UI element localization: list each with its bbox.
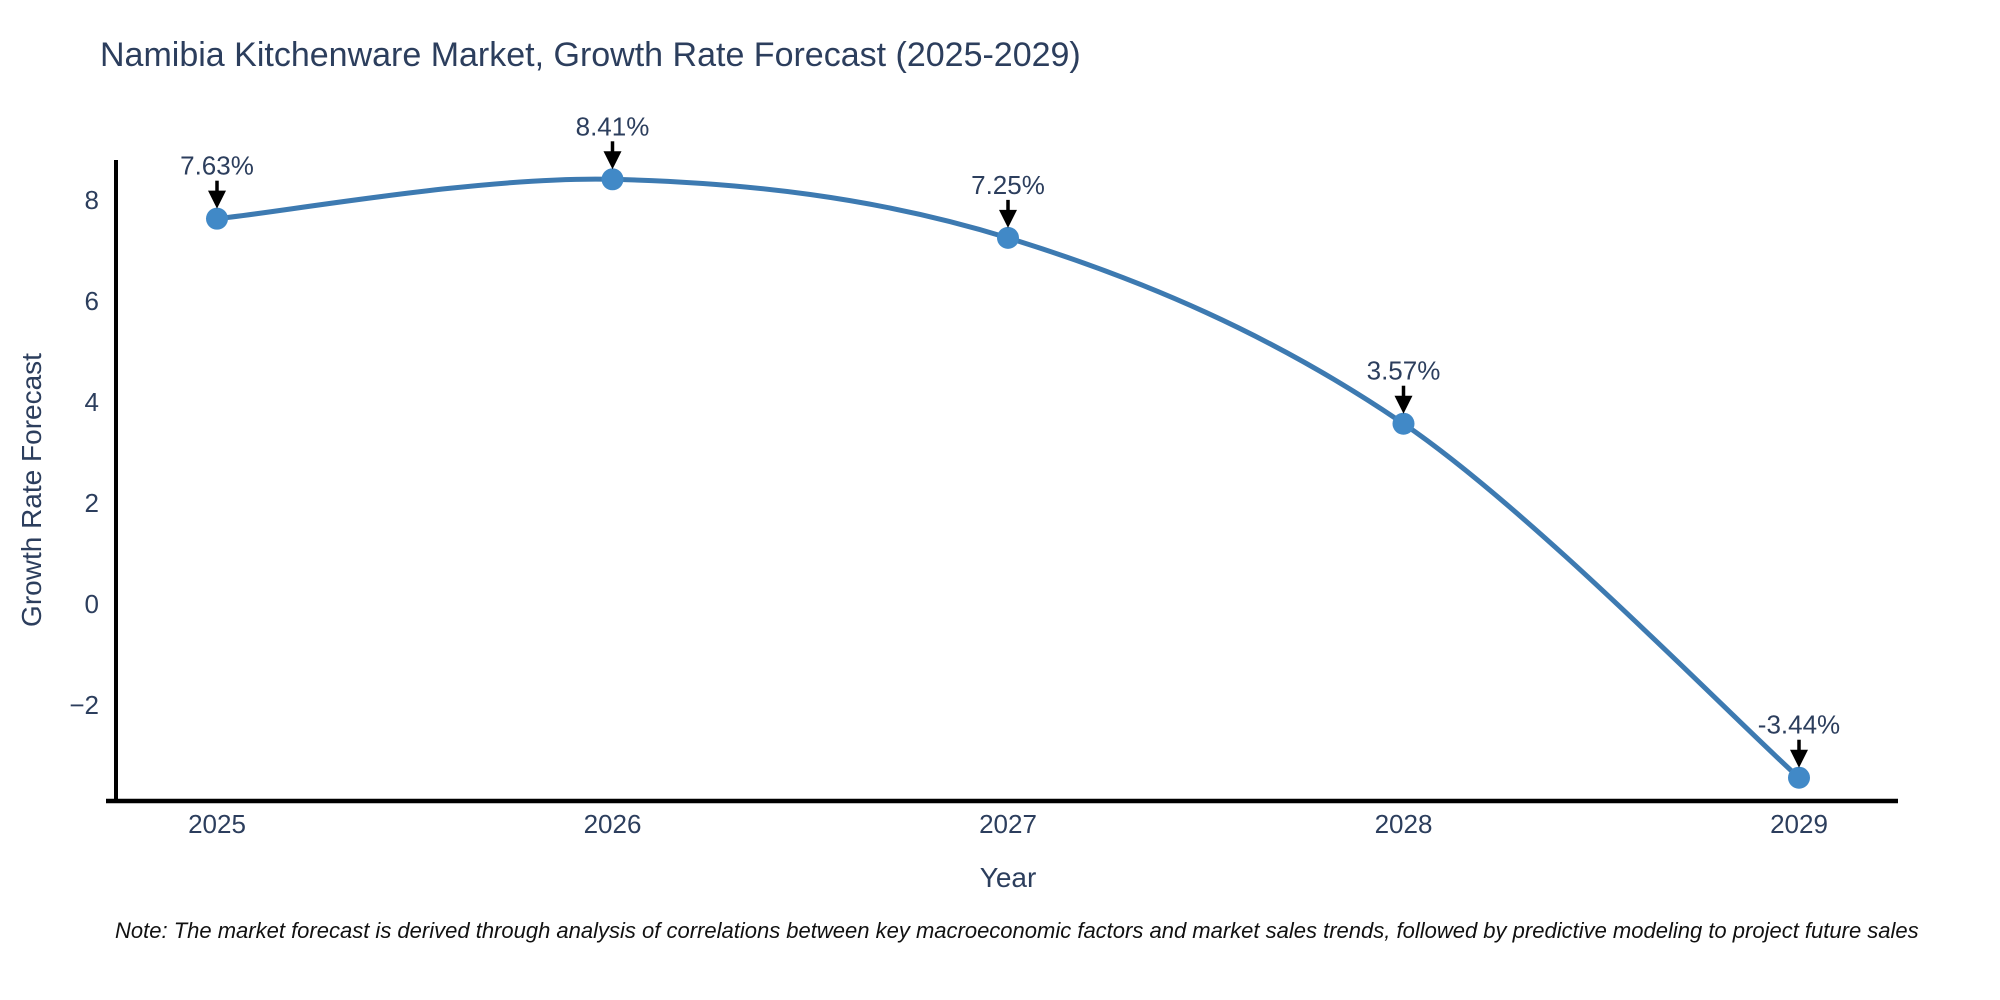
annotation-label: 8.41% xyxy=(576,111,650,141)
annotation-arrowhead xyxy=(603,151,622,170)
x-tick-label: 2025 xyxy=(188,809,246,839)
data-point-2027 xyxy=(997,226,1019,249)
x-tick-label: 2026 xyxy=(584,809,642,839)
x-axis-title: Year xyxy=(979,862,1037,893)
y-tick-label: −2 xyxy=(69,690,99,720)
y-tick-label: 4 xyxy=(85,387,99,417)
data-point-2028 xyxy=(1392,412,1415,435)
x-tick-label: 2029 xyxy=(1770,809,1828,839)
data-point-2029 xyxy=(1788,766,1810,789)
y-tick-label: 6 xyxy=(85,286,99,316)
chart-title: Namibia Kitchenware Market, Growth Rate … xyxy=(100,36,1081,74)
annotation-arrowhead xyxy=(1394,395,1413,414)
data-point-2026 xyxy=(601,168,624,191)
annotation-label: 3.57% xyxy=(1367,356,1441,386)
y-tick-label: 2 xyxy=(85,488,99,518)
annotation-label: 7.25% xyxy=(971,170,1045,200)
x-tick-label: 2028 xyxy=(1375,809,1433,839)
series-line xyxy=(214,176,1802,781)
x-tick-label: 2027 xyxy=(979,809,1037,839)
y-tick-label: 0 xyxy=(85,589,99,619)
annotation-arrowhead xyxy=(999,209,1017,228)
annotation-arrowhead xyxy=(208,190,226,209)
annotation-arrowhead xyxy=(1790,749,1808,768)
y-tick-label: 8 xyxy=(85,185,99,215)
annotation-label: -3.44% xyxy=(1758,710,1840,740)
footnote: Note: The market forecast is derived thr… xyxy=(115,918,1919,943)
annotation-label: 7.63% xyxy=(180,151,254,181)
data-point-2025 xyxy=(206,207,228,230)
